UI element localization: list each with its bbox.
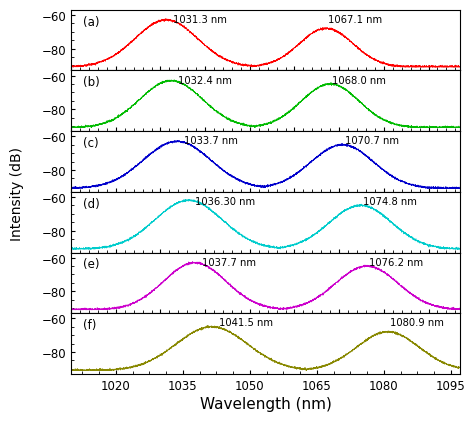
Text: 1067.1 nm: 1067.1 nm: [328, 15, 383, 25]
Text: Intensity (dB): Intensity (dB): [9, 147, 24, 240]
Text: 1068.0 nm: 1068.0 nm: [332, 76, 386, 86]
X-axis label: Wavelength (nm): Wavelength (nm): [200, 396, 331, 411]
Text: 1080.9 nm: 1080.9 nm: [390, 318, 444, 328]
Text: 1076.2 nm: 1076.2 nm: [369, 257, 423, 267]
Text: 1041.5 nm: 1041.5 nm: [219, 318, 273, 328]
Text: 1031.3 nm: 1031.3 nm: [173, 15, 227, 25]
Text: (a): (a): [83, 15, 99, 28]
Text: 1036.30 nm: 1036.30 nm: [195, 197, 255, 206]
Text: (f): (f): [83, 318, 96, 332]
Text: (d): (d): [83, 197, 100, 210]
Text: (e): (e): [83, 258, 99, 271]
Text: 1070.7 nm: 1070.7 nm: [345, 136, 399, 146]
Text: 1037.7 nm: 1037.7 nm: [201, 257, 255, 267]
Text: (c): (c): [83, 137, 99, 150]
Text: (b): (b): [83, 76, 100, 89]
Text: 1074.8 nm: 1074.8 nm: [363, 197, 417, 206]
Text: 1033.7 nm: 1033.7 nm: [184, 136, 237, 146]
Text: 1032.4 nm: 1032.4 nm: [178, 76, 232, 86]
